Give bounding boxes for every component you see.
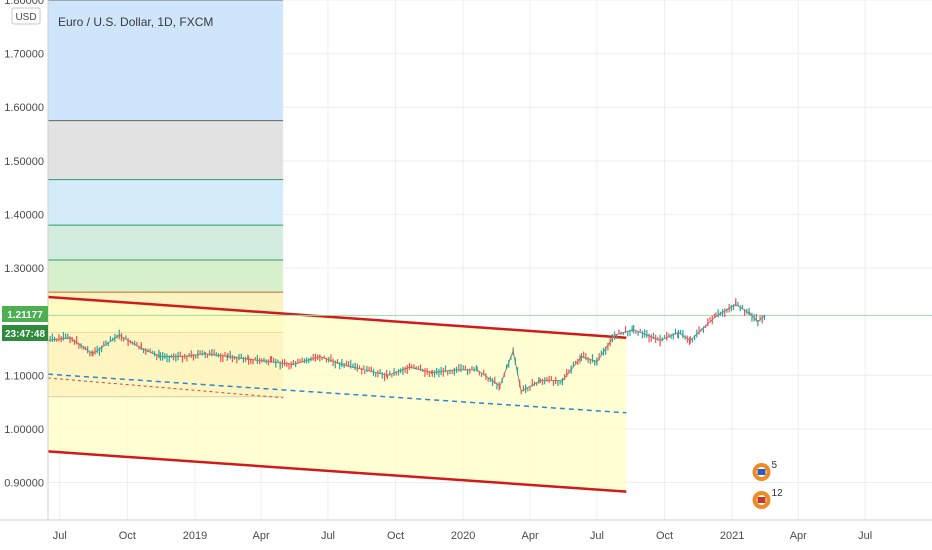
x-tick-label: Apr xyxy=(253,530,270,542)
projection-zone xyxy=(48,260,284,293)
projection-zone xyxy=(48,179,284,226)
x-tick-label: Jul xyxy=(321,530,335,542)
last-price-badge: 1.21177 23:47:48 xyxy=(2,306,48,341)
price-series xyxy=(47,298,766,395)
event-flag-icon xyxy=(757,497,766,503)
x-tick-label: Oct xyxy=(656,530,673,542)
economic-event-icon[interactable]: 5 xyxy=(752,460,778,481)
trend-channel xyxy=(47,295,932,493)
y-tick-label: 1.70000 xyxy=(4,49,44,61)
projection-zone xyxy=(48,225,284,260)
channel-upper-line xyxy=(47,295,627,339)
x-tick-label: 2021 xyxy=(720,530,744,542)
economic-events[interactable]: 5 12 xyxy=(752,460,784,509)
y-tick-label: 0.90000 xyxy=(4,477,44,489)
event-flag-icon xyxy=(757,469,766,475)
projection-zone xyxy=(48,120,284,180)
event-count: 12 xyxy=(772,488,784,499)
x-tick-label: Oct xyxy=(387,530,404,542)
x-tick-label: 2020 xyxy=(451,530,475,542)
x-tick-label: Apr xyxy=(790,530,807,542)
channel-lower-line xyxy=(47,450,627,493)
currency-badge: USD xyxy=(11,7,41,25)
x-axis-ticks: Jul Oct 2019 Apr Jul Oct 2020 Apr Jul Oct 2021 Apr J… xyxy=(53,530,872,542)
chart-title: Euro / U.S. Dollar, 1D, FXCM xyxy=(58,15,213,29)
x-tick-label: 2019 xyxy=(183,530,207,542)
x-tick-label: Jul xyxy=(53,530,67,542)
x-tick-label: Oct xyxy=(119,530,136,542)
dashed-median-line xyxy=(47,373,627,414)
y-axis-ticks: 0.90000 1.00000 1.10000 1.30000 1.40000 1.500… xyxy=(4,0,44,489)
economic-event-icon[interactable]: 12 xyxy=(752,488,784,509)
axes xyxy=(0,0,932,521)
event-count: 5 xyxy=(772,460,778,471)
x-tick-label: Jul xyxy=(590,530,604,542)
y-tick-label: 1.10000 xyxy=(4,370,44,382)
x-tick-label: Apr xyxy=(521,530,538,542)
y-tick-label: 1.50000 xyxy=(4,156,44,168)
channel-fill xyxy=(48,296,627,492)
last-price-label: 1.21177 xyxy=(7,310,43,321)
projection-zone xyxy=(48,0,284,121)
bar-countdown-label: 23:47:48 xyxy=(5,329,45,340)
x-tick-label: Jul xyxy=(858,530,872,542)
y-tick-label: 1.40000 xyxy=(4,209,44,221)
y-tick-label: 1.30000 xyxy=(4,263,44,275)
y-tick-label: 1.00000 xyxy=(4,424,44,436)
y-tick-label: 1.60000 xyxy=(4,102,44,114)
currency-label: USD xyxy=(15,12,36,23)
y-tick-label: 1.80000 xyxy=(4,0,44,7)
